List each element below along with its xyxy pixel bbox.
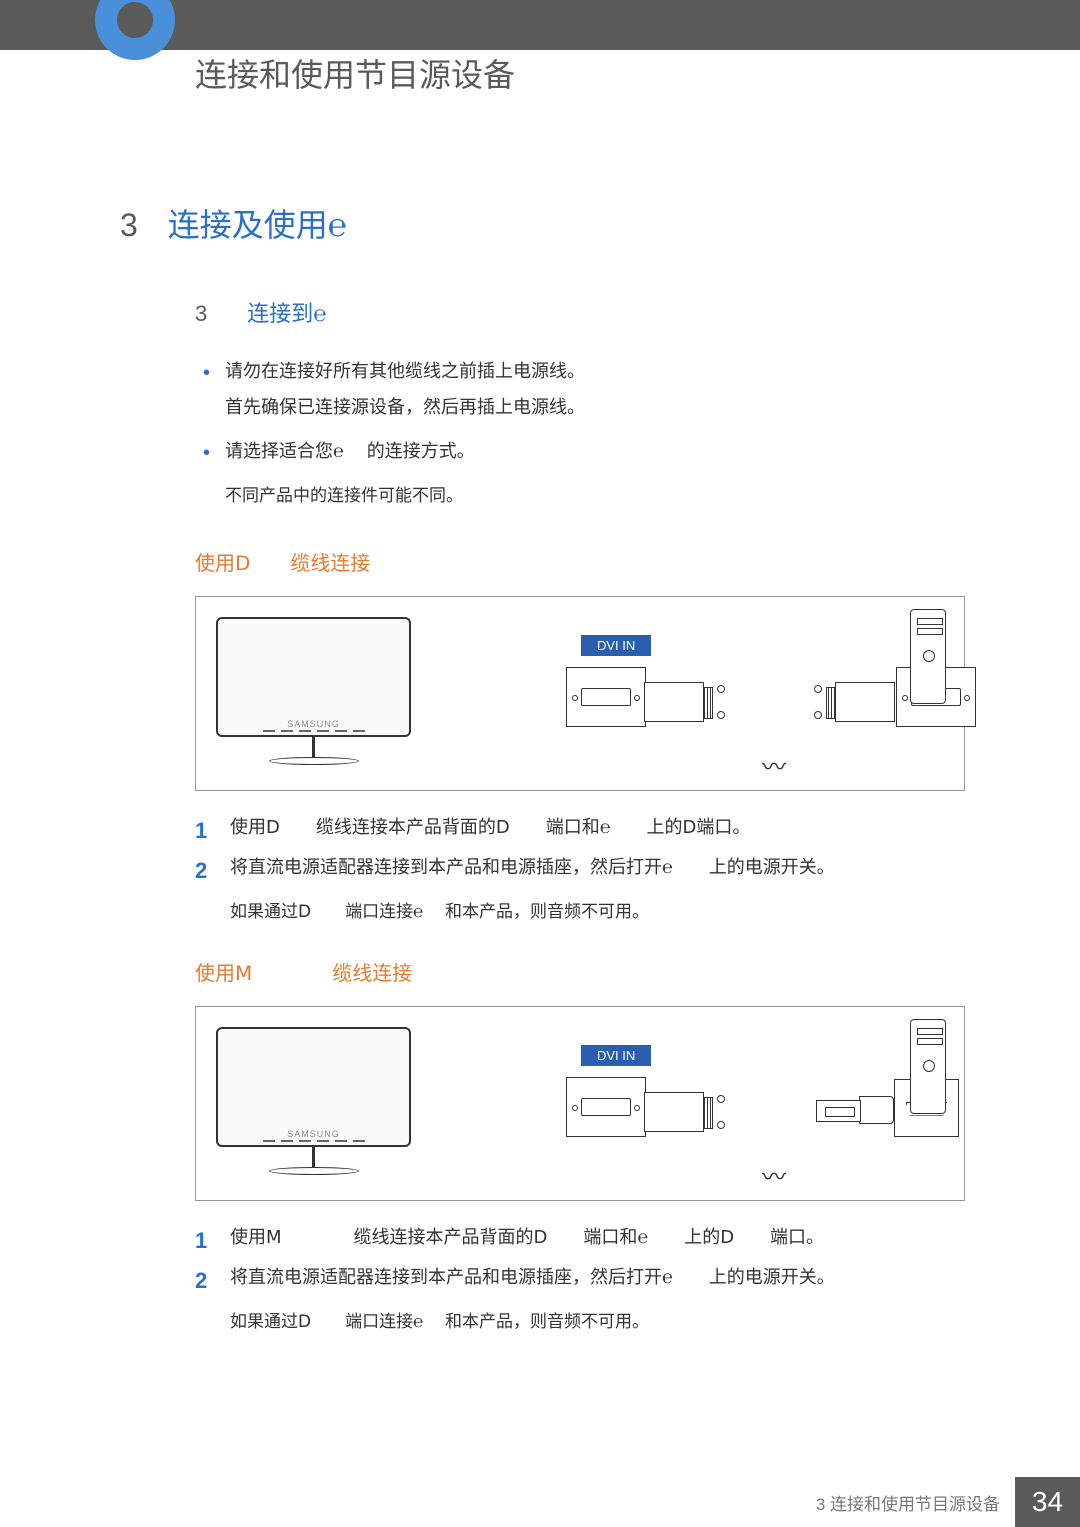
- step-item: 1使用Ⅿ 缆线连接本产品背面的Ⅾ 端口和℮ 上的Ⅾ 端口。: [195, 1219, 960, 1255]
- footer-breadcrumb: 3 连接和使用节目源设备: [816, 1490, 1000, 1515]
- page-content: 3 连接及使用℮ 3 连接到℮ 请勿在连接好所有其他缆线之前插上电源线。 首先确保已…: [0, 200, 1080, 1332]
- step-item: 2将直流电源适配器连接到本产品和电源插座，然后打开℮ 上的电源开关。: [195, 849, 960, 885]
- monitor-icon: [216, 617, 411, 772]
- page-footer: 3 连接和使用节目源设备 34: [0, 1477, 1080, 1527]
- subsection: 3 连接到℮ 请勿在连接好所有其他缆线之前插上电源线。 首先确保已连接源设备，然后…: [195, 296, 960, 512]
- chapter-title: 连接和使用节目源设备: [195, 50, 515, 96]
- step-text: 将直流电源适配器连接到本产品和电源插座，然后打开℮ 上的电源开关。: [230, 857, 835, 877]
- bullet-item: 请选择适合您℮ 的连接方式。: [195, 433, 960, 469]
- cable-icon: 〰: [762, 1157, 786, 1192]
- note-row: 如果通过Ⅾ 端口连接℮ 和本产品，则音频不可用。: [195, 897, 960, 922]
- step-list: 1使用Ⅾ 缆线连接本产品背面的Ⅾ 端口和℮ 上的Ⅾ端口。 2将直流电源适配器连接…: [195, 809, 960, 885]
- header-bar: [0, 0, 1080, 50]
- hdmi-diagram: DVI IN 〰: [195, 1006, 965, 1201]
- step-number: 2: [195, 849, 207, 893]
- dvi-connector: [644, 1092, 729, 1142]
- connection-dvi-section: 使用Ⅾ 缆线连接 DVI IN 〰 1使用Ⅾ 缆线连接本产品背面: [195, 547, 960, 922]
- dvi-port-monitor: [566, 667, 646, 727]
- step-item: 1使用Ⅾ 缆线连接本产品背面的Ⅾ 端口和℮ 上的Ⅾ端口。: [195, 809, 960, 845]
- dvi-connector-2: [810, 682, 895, 732]
- note-row: 不同产品中的连接件可能不同。: [225, 481, 960, 512]
- step-number: 2: [195, 1259, 207, 1303]
- connection-title-p2: 缆线连接: [290, 553, 370, 575]
- step-text: 将直流电源适配器连接到本产品和电源插座，然后打开℮ 上的电源开关。: [230, 1267, 835, 1287]
- page-number: 34: [1015, 1477, 1080, 1527]
- section-title-text: 连接及使用℮: [168, 207, 347, 243]
- note-text: 如果通过Ⅾ 端口连接℮ 和本产品，则音频不可用。: [230, 1312, 649, 1331]
- subsection-title-text: 连接到℮: [247, 301, 326, 326]
- step-text: 使用Ⅾ 缆线连接本产品背面的Ⅾ 端口和℮ 上的Ⅾ端口。: [230, 817, 750, 837]
- section-number: 3: [120, 207, 138, 243]
- step-text: 使用Ⅿ 缆线连接本产品背面的Ⅾ 端口和℮ 上的Ⅾ 端口。: [230, 1227, 824, 1247]
- subsection-title: 3 连接到℮: [195, 296, 960, 328]
- pc-tower-icon: [910, 1019, 946, 1114]
- connection-title-p1: 使用Ⅿ: [195, 963, 252, 985]
- dvi-in-label: DVI IN: [581, 1045, 651, 1066]
- dvi-connector-1: [644, 682, 729, 732]
- dvi-diagram: DVI IN 〰: [195, 596, 965, 791]
- dvi-port-monitor: [566, 1077, 646, 1137]
- subsection-number: 3: [195, 301, 207, 326]
- chapter-circle-icon: [95, 0, 175, 60]
- connection-title-p1: 使用Ⅾ: [195, 553, 250, 575]
- step-number: 1: [195, 1219, 207, 1263]
- connection-title: 使用Ⅿ 缆线连接: [195, 957, 960, 986]
- cable-icon: 〰: [762, 747, 786, 782]
- bullet-list: 请勿在连接好所有其他缆线之前插上电源线。 首先确保已连接源设备，然后再插上电源线…: [195, 353, 960, 469]
- dvi-in-label: DVI IN: [581, 635, 651, 656]
- connection-title-p2: 缆线连接: [332, 963, 412, 985]
- section-title: 3 连接及使用℮: [120, 200, 960, 246]
- note-text: 如果通过Ⅾ 端口连接℮ 和本产品，则音频不可用。: [230, 902, 649, 921]
- pc-tower-icon: [910, 609, 946, 704]
- monitor-icon: [216, 1027, 411, 1182]
- step-item: 2将直流电源适配器连接到本产品和电源插座，然后打开℮ 上的电源开关。: [195, 1259, 960, 1295]
- note-text: 不同产品中的连接件可能不同。: [225, 481, 463, 512]
- connection-title: 使用Ⅾ 缆线连接: [195, 547, 960, 576]
- note-row: 如果通过Ⅾ 端口连接℮ 和本产品，则音频不可用。: [195, 1307, 960, 1332]
- step-list: 1使用Ⅿ 缆线连接本产品背面的Ⅾ 端口和℮ 上的Ⅾ 端口。 2将直流电源适配器连…: [195, 1219, 960, 1295]
- connection-hdmi-section: 使用Ⅿ 缆线连接 DVI IN 〰 1使用Ⅿ 缆线连接本: [195, 957, 960, 1332]
- bullet-item: 请勿在连接好所有其他缆线之前插上电源线。 首先确保已连接源设备，然后再插上电源线…: [195, 353, 960, 425]
- step-number: 1: [195, 809, 207, 853]
